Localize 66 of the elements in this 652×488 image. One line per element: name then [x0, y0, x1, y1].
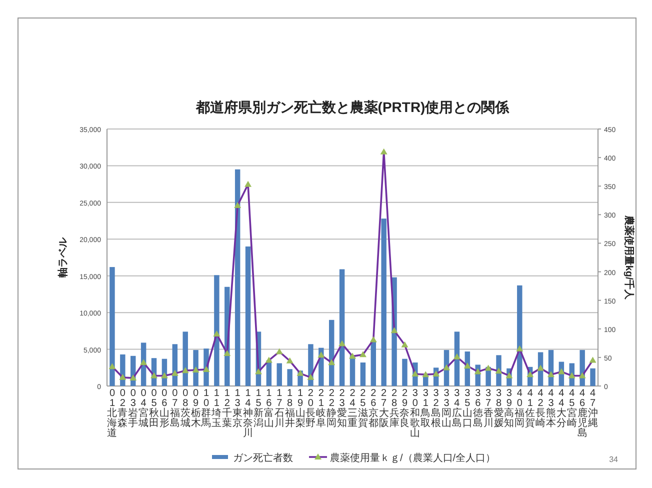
x-tick-label: 38愛媛: [494, 388, 504, 429]
x-tick-label: 22静岡: [326, 388, 337, 429]
x-tick-label: 17石川: [274, 388, 284, 429]
x-tick-label: 26京都: [368, 388, 378, 429]
x-tick-label: 44大分: [556, 388, 566, 429]
bar: [360, 362, 366, 386]
x-tick-label: 24三重: [348, 388, 358, 429]
bar: [214, 275, 220, 386]
x-tick-label: 05秋田: [149, 388, 160, 429]
x-tick-label: 19山梨: [295, 388, 306, 429]
x-tick-label: 31鳥取: [420, 388, 431, 429]
x-tick-label: 27大阪: [378, 388, 389, 429]
bar: [276, 363, 282, 386]
x-tick-label: 46鹿児島: [577, 388, 588, 439]
x-tick-label: 02青森: [118, 388, 128, 429]
x-tick-label: 33岡山: [442, 388, 452, 429]
x-tick-label: 35山口: [462, 388, 472, 429]
x-tick-label: 25滋賀: [358, 388, 368, 429]
x-tick-label: 39高知: [504, 388, 514, 429]
x-tick-label: 03岩手: [128, 388, 138, 429]
x-tick-label: 20長野: [306, 388, 316, 429]
x-tick-label: 10群馬: [200, 388, 212, 429]
bar: [339, 269, 345, 386]
x-tick-label: 06山形: [159, 388, 170, 429]
x-tick-label: 12千葉: [222, 388, 232, 429]
bar: [590, 368, 596, 386]
x-tick-label: 01北海道: [107, 388, 118, 439]
x-tick-label: 09栃木: [190, 388, 201, 429]
legend-label: 農薬使用量ｋｇ/（農業人口/全人口）: [330, 452, 496, 464]
text: 34: [609, 455, 619, 464]
x-tick-label: 45宮崎: [566, 388, 577, 429]
x-tick-label: 23愛知: [337, 388, 348, 429]
bar: [517, 285, 522, 386]
chart-title: 都道府県別ガン死亡数と農薬(PRTR)使用との関係: [194, 99, 510, 115]
bar: [287, 369, 292, 386]
x-tick-label: 08茨城: [179, 388, 190, 429]
x-tick-label: 11埼玉: [210, 388, 222, 429]
x-tick-label: 15新潟: [253, 388, 264, 429]
x-tick-label: 42長崎: [536, 388, 546, 429]
bar: [182, 332, 188, 386]
x-tick-label: 28兵庫: [389, 388, 400, 429]
x-tick-label: 07福島: [170, 388, 180, 429]
x-tick-label: 34広島: [452, 388, 462, 429]
x-tick-label: 14神奈川: [243, 388, 254, 439]
x-tick-label: 13東京: [232, 388, 243, 429]
x-tick-label: 16富山: [264, 388, 274, 429]
bar: [370, 342, 376, 386]
y-axis-title: 軸ラベル: [57, 236, 69, 278]
bar: [245, 246, 251, 386]
x-tick-label: 30和歌山: [410, 388, 420, 439]
bar: [402, 358, 408, 386]
x-tick-label: 29奈良: [400, 388, 410, 429]
x-tick-label: 41佐賀: [525, 388, 536, 429]
x-tick-label: 37香川: [483, 388, 494, 429]
x-tick-label: 43熊本: [546, 388, 556, 429]
x-tick-label: 47沖縄: [586, 388, 598, 429]
bar: [110, 267, 115, 386]
x-tick-label: 18福井: [284, 388, 295, 429]
bar: [381, 218, 386, 386]
x-tick-label: 40福岡: [514, 388, 525, 429]
legend-label: ガン死亡者数: [233, 452, 293, 464]
x-tick-label: 36徳島: [472, 388, 483, 429]
x-tick-label: 21岐阜: [316, 388, 326, 429]
y2-axis-title: 農薬使用量kg/千人: [623, 214, 635, 301]
x-tick-label: 04宮城: [138, 388, 149, 429]
x-tick-label: 32島根: [431, 388, 442, 429]
